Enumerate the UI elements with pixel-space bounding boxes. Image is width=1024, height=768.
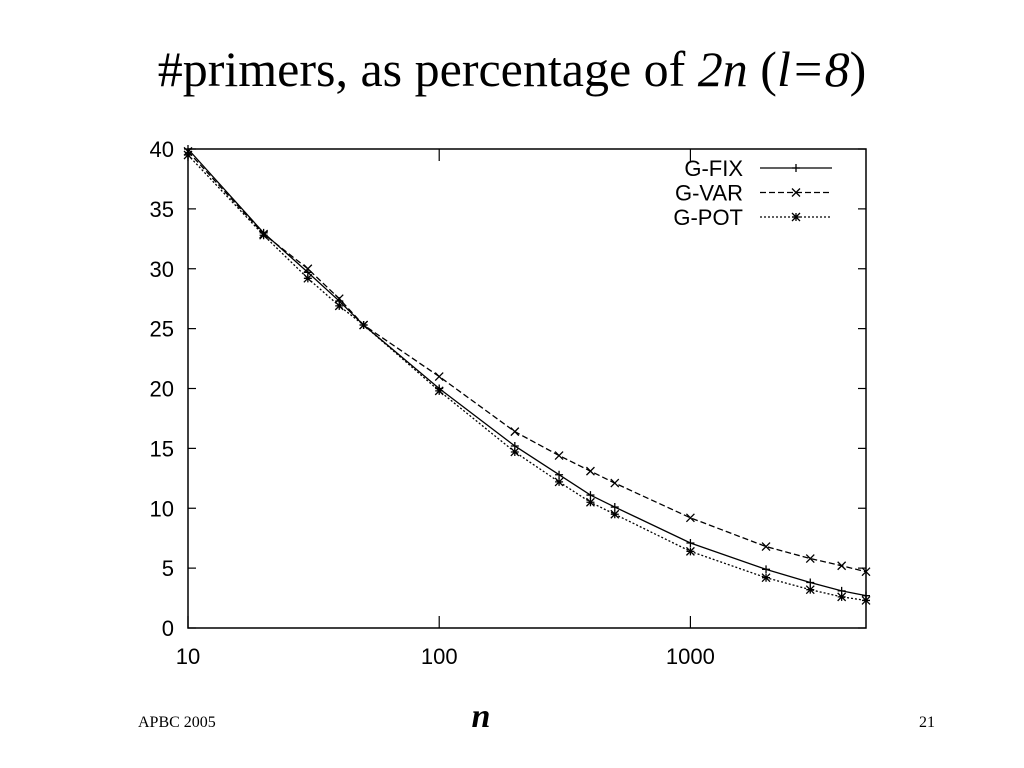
- title-part: #primers, as percentage of: [158, 41, 698, 97]
- point-marker: [554, 477, 564, 487]
- point-marker: [806, 578, 815, 587]
- x-tick-label: 10: [176, 644, 200, 669]
- point-marker: [761, 573, 771, 583]
- y-tick-label: 40: [150, 137, 174, 162]
- point-marker: [685, 513, 695, 523]
- y-tick-label: 10: [150, 496, 174, 521]
- point-marker: [837, 561, 847, 571]
- point-marker: [685, 546, 695, 556]
- point-marker: [610, 503, 619, 512]
- legend-label: G-POT: [673, 205, 743, 230]
- point-marker: [554, 451, 564, 461]
- point-marker: [334, 294, 344, 304]
- point-marker: [805, 585, 815, 595]
- point-marker: [434, 386, 444, 396]
- point-marker: [303, 264, 313, 274]
- series-line: [187, 154, 867, 602]
- y-tick-label: 30: [150, 257, 174, 282]
- footer-right: 21: [919, 714, 935, 731]
- point-marker: [359, 320, 369, 330]
- point-marker: [610, 478, 620, 488]
- y-tick-label: 35: [150, 197, 174, 222]
- legend-marker: [791, 212, 801, 222]
- title-part: (: [748, 41, 777, 97]
- point-marker: [837, 592, 847, 602]
- x-tick-label: 1000: [666, 644, 715, 669]
- point-marker: [303, 273, 313, 283]
- legend-label: G-VAR: [675, 181, 743, 206]
- point-marker: [585, 466, 595, 476]
- legend-label: G-FIX: [684, 156, 743, 181]
- point-marker: [334, 301, 344, 311]
- point-marker: [805, 554, 815, 564]
- x-axis-label: n: [472, 698, 491, 735]
- point-marker: [586, 491, 595, 500]
- point-marker: [510, 427, 520, 437]
- y-tick-label: 5: [162, 556, 174, 581]
- point-marker: [861, 567, 871, 577]
- point-marker: [585, 497, 595, 507]
- x-tick-label: 100: [421, 644, 458, 669]
- footer-left: APBC 2005: [138, 714, 216, 731]
- point-marker: [762, 565, 771, 574]
- legend-marker: [792, 164, 800, 172]
- point-marker: [761, 542, 771, 552]
- point-marker: [861, 595, 871, 605]
- legend-marker: [791, 188, 801, 197]
- point-marker: [183, 150, 193, 160]
- title-part: l=8: [777, 41, 850, 97]
- point-marker: [555, 470, 564, 479]
- slide-title: #primers, as percentage of 2n (l=8): [158, 41, 867, 97]
- y-tick-label: 20: [150, 377, 174, 402]
- point-marker: [434, 372, 444, 381]
- point-marker: [610, 509, 620, 519]
- y-tick-label: 0: [162, 616, 174, 641]
- y-tick-label: 15: [150, 436, 174, 461]
- point-marker: [510, 447, 520, 457]
- title-part: 2n: [698, 41, 748, 97]
- point-marker: [259, 230, 269, 240]
- title-part: ): [850, 41, 867, 97]
- y-tick-label: 25: [150, 317, 174, 342]
- point-marker: [686, 538, 695, 547]
